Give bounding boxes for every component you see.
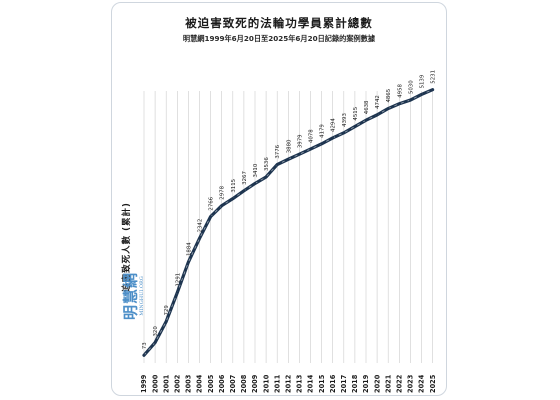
data-label: 4742 — [375, 95, 381, 109]
data-point — [287, 157, 290, 161]
data-label: 2342 — [198, 219, 204, 233]
data-label: 5231 — [431, 70, 437, 84]
data-labels: 73 320 729 1291 1884 2342 2766 2978 3115 3267 3410… — [142, 70, 437, 349]
data-label: 4865 — [386, 89, 392, 103]
data-point — [231, 197, 235, 200]
x-tick-label: 2013 — [296, 374, 304, 393]
data-point — [242, 189, 246, 193]
x-tick-label: 2000 — [151, 374, 159, 393]
chart-card: 被迫害致死的法輪功學員累計總數 明慧網1999年6月20日至2025年6月20日… — [111, 2, 447, 396]
data-point — [375, 113, 379, 117]
data-point — [398, 102, 401, 106]
data-label: 4294 — [331, 118, 337, 132]
grid-lines — [143, 91, 433, 363]
data-point — [298, 152, 301, 156]
x-tick-label: 2002 — [174, 374, 182, 393]
x-tick-label: 2016 — [329, 374, 337, 393]
data-point — [198, 237, 201, 240]
data-point — [320, 142, 323, 146]
series-line — [142, 88, 435, 357]
data-point — [420, 93, 423, 96]
x-tick-label: 2001 — [162, 374, 170, 393]
x-tick-label: 2015 — [318, 374, 326, 393]
data-point — [264, 175, 268, 179]
data-point — [220, 204, 223, 207]
x-tick-label: 2020 — [373, 374, 381, 393]
x-tick-label: 2005 — [207, 374, 215, 393]
data-label: 3880 — [286, 139, 292, 153]
x-tick-label: 2012 — [285, 374, 293, 393]
x-tick-label: 2010 — [262, 374, 270, 393]
data-point — [331, 136, 334, 140]
data-point — [176, 291, 179, 294]
data-point — [386, 107, 390, 110]
data-label: 2766 — [209, 196, 215, 210]
data-label: 4078 — [309, 129, 315, 143]
data-point — [431, 88, 434, 92]
data-label: 3776 — [275, 144, 281, 158]
data-label: 2978 — [220, 185, 226, 199]
data-label: 5139 — [420, 74, 426, 88]
data-label: 73 — [142, 342, 148, 349]
data-label: 4515 — [353, 107, 359, 121]
x-tick-label: 2007 — [229, 374, 237, 393]
data-point — [309, 147, 312, 151]
data-point — [164, 320, 168, 323]
x-tick-label: 2023 — [407, 374, 415, 393]
x-tick-label: 2003 — [185, 374, 193, 393]
x-tick-label: 2024 — [418, 374, 426, 393]
data-label: 5030 — [408, 80, 414, 94]
data-point — [153, 341, 157, 344]
data-label: 4958 — [397, 83, 403, 97]
data-point — [142, 353, 146, 357]
data-point — [187, 260, 190, 264]
x-tick-label: 2011 — [273, 374, 281, 393]
x-tick-labels: 1999 2000 2001 2002 2003 2004 2005 2006 2007 2008… — [140, 374, 437, 393]
x-tick-label: 2022 — [396, 374, 404, 393]
chart-subtitle: 明慧網1999年6月20日至2025年6月20日記錄的案例數據 — [182, 34, 376, 43]
data-label: 3115 — [231, 179, 237, 193]
x-tick-label: 2025 — [429, 374, 437, 393]
data-point — [353, 125, 357, 128]
data-label: 3267 — [242, 171, 248, 185]
data-label: 1291 — [175, 273, 181, 287]
data-label: 729 — [164, 305, 170, 316]
x-tick-label: 2006 — [218, 374, 226, 393]
data-point — [342, 131, 346, 135]
line-chart: 73 320 729 1291 1884 2342 2766 2978 3115 3267 3410… — [140, 70, 437, 393]
x-tick-label: 2008 — [240, 374, 248, 393]
data-point — [209, 215, 212, 218]
x-tick-label: 2017 — [340, 374, 348, 393]
data-point — [253, 182, 257, 185]
x-tick-label: 2004 — [196, 374, 204, 393]
data-label: 3979 — [297, 134, 303, 148]
x-tick-label: 2009 — [251, 374, 259, 393]
x-tick-label: 1999 — [140, 374, 148, 393]
x-tick-label: 2014 — [307, 374, 315, 393]
data-point — [409, 98, 412, 102]
chart-title: 被迫害致死的法輪功學員累計總數 — [185, 16, 373, 30]
x-tick-label: 2018 — [351, 374, 359, 393]
data-label: 4638 — [364, 100, 370, 114]
data-label: 4179 — [320, 124, 326, 138]
x-tick-label: 2019 — [362, 374, 370, 393]
data-label: 3410 — [253, 163, 259, 177]
data-point — [364, 118, 368, 122]
x-tick-label: 2021 — [384, 374, 392, 393]
data-label: 320 — [153, 326, 159, 337]
data-label: 1884 — [186, 242, 192, 256]
data-point — [275, 163, 279, 166]
data-label: 3536 — [264, 157, 270, 171]
data-label: 4393 — [342, 113, 348, 127]
